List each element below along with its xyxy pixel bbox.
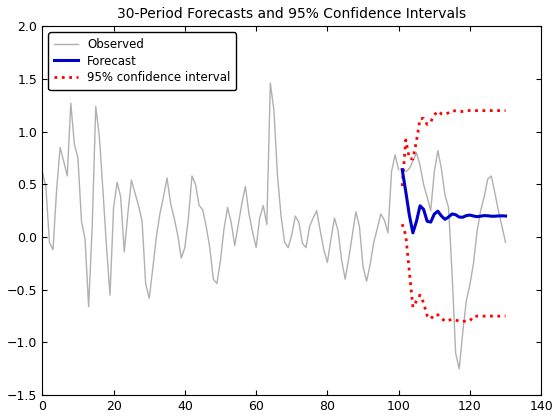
Title: 30-Period Forecasts and 95% Confidence Intervals: 30-Period Forecasts and 95% Confidence I…	[117, 7, 466, 21]
Legend: Observed, Forecast, 95% confidence interval: Observed, Forecast, 95% confidence inter…	[48, 32, 236, 90]
